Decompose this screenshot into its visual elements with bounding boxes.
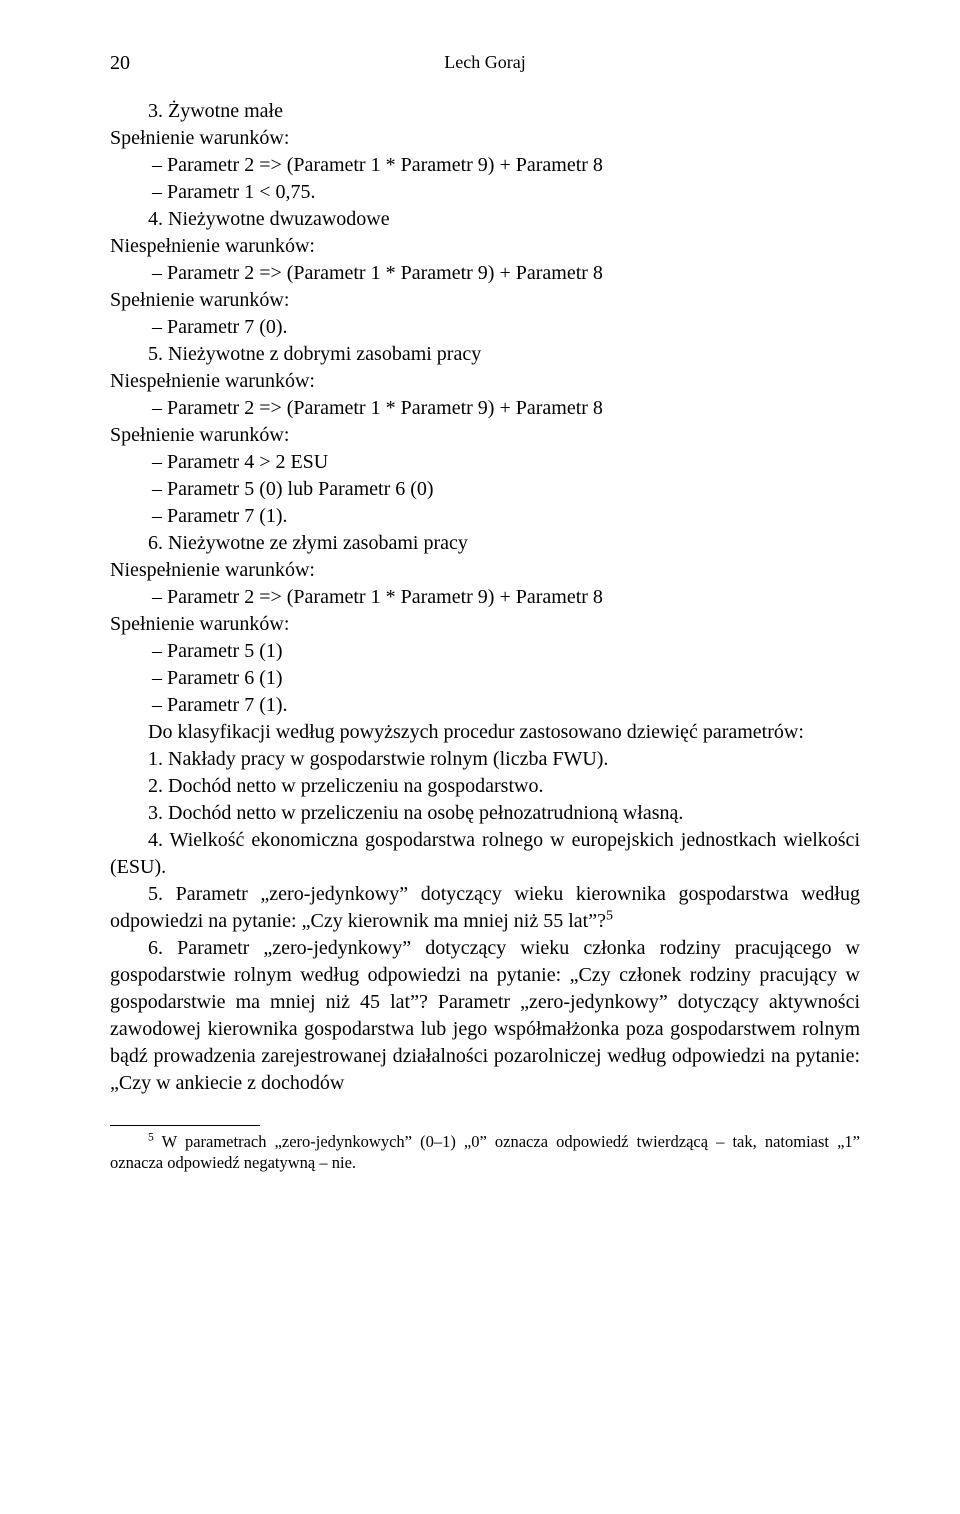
section-heading: 3. Żywotne małe bbox=[110, 98, 860, 125]
niespelnienie-label: Niespełnienie warunków: bbox=[110, 233, 860, 260]
condition-line: – Parametr 6 (1) bbox=[110, 665, 860, 692]
footnote-text: W parametrach „zero-jedynkowych” (0–1) „… bbox=[110, 1132, 860, 1172]
spelnienie-label: Spełnienie warunków: bbox=[110, 422, 860, 449]
page-header: 20 Lech Goraj bbox=[110, 50, 860, 74]
spelnienie-label: Spełnienie warunków: bbox=[110, 287, 860, 314]
section-heading: 4. Nieżywotne dwuzawodowe bbox=[110, 206, 860, 233]
param-item: 1. Nakłady pracy w gospodarstwie rolnym … bbox=[110, 746, 860, 773]
condition-line: – Parametr 2 => (Parametr 1 * Parametr 9… bbox=[110, 584, 860, 611]
condition-line: – Parametr 2 => (Parametr 1 * Parametr 9… bbox=[110, 152, 860, 179]
spelnienie-label: Spełnienie warunków: bbox=[110, 125, 860, 152]
footnote-number: 5 bbox=[148, 1132, 154, 1144]
footnote-rule bbox=[110, 1125, 260, 1126]
param-item: 5. Parametr „zero-jedynkowy” dotyczący w… bbox=[110, 881, 860, 935]
niespelnienie-label: Niespełnienie warunków: bbox=[110, 368, 860, 395]
section-heading: 5. Nieżywotne z dobrymi zasobami pracy bbox=[110, 341, 860, 368]
document-body: 3. Żywotne małeSpełnienie warunków:– Par… bbox=[110, 98, 860, 1097]
condition-line: – Parametr 5 (0) lub Parametr 6 (0) bbox=[110, 476, 860, 503]
footnote-ref: 5 bbox=[606, 908, 613, 923]
section-heading: 6. Nieżywotne ze złymi zasobami pracy bbox=[110, 530, 860, 557]
param-item: 2. Dochód netto w przeliczeniu na gospod… bbox=[110, 773, 860, 800]
condition-line: – Parametr 2 => (Parametr 1 * Parametr 9… bbox=[110, 260, 860, 287]
condition-line: – Parametr 4 > 2 ESU bbox=[110, 449, 860, 476]
page-number: 20 bbox=[110, 50, 130, 77]
param-item: 6. Parametr „zero-jedynkowy” dotyczący w… bbox=[110, 935, 860, 1097]
condition-line: – Parametr 7 (1). bbox=[110, 692, 860, 719]
param-item: 3. Dochód netto w przeliczeniu na osobę … bbox=[110, 800, 860, 827]
param-item: 4. Wielkość ekonomiczna gospodarstwa rol… bbox=[110, 827, 860, 881]
condition-line: – Parametr 1 < 0,75. bbox=[110, 179, 860, 206]
spelnienie-label: Spełnienie warunków: bbox=[110, 611, 860, 638]
author-name: Lech Goraj bbox=[444, 50, 525, 74]
niespelnienie-label: Niespełnienie warunków: bbox=[110, 557, 860, 584]
footnote: 5 W parametrach „zero-jedynkowych” (0–1)… bbox=[110, 1132, 860, 1173]
condition-line: – Parametr 5 (1) bbox=[110, 638, 860, 665]
condition-line: – Parametr 7 (1). bbox=[110, 503, 860, 530]
intro-paragraph: Do klasyfikacji według powyższych proced… bbox=[110, 719, 860, 746]
condition-line: – Parametr 7 (0). bbox=[110, 314, 860, 341]
condition-line: – Parametr 2 => (Parametr 1 * Parametr 9… bbox=[110, 395, 860, 422]
